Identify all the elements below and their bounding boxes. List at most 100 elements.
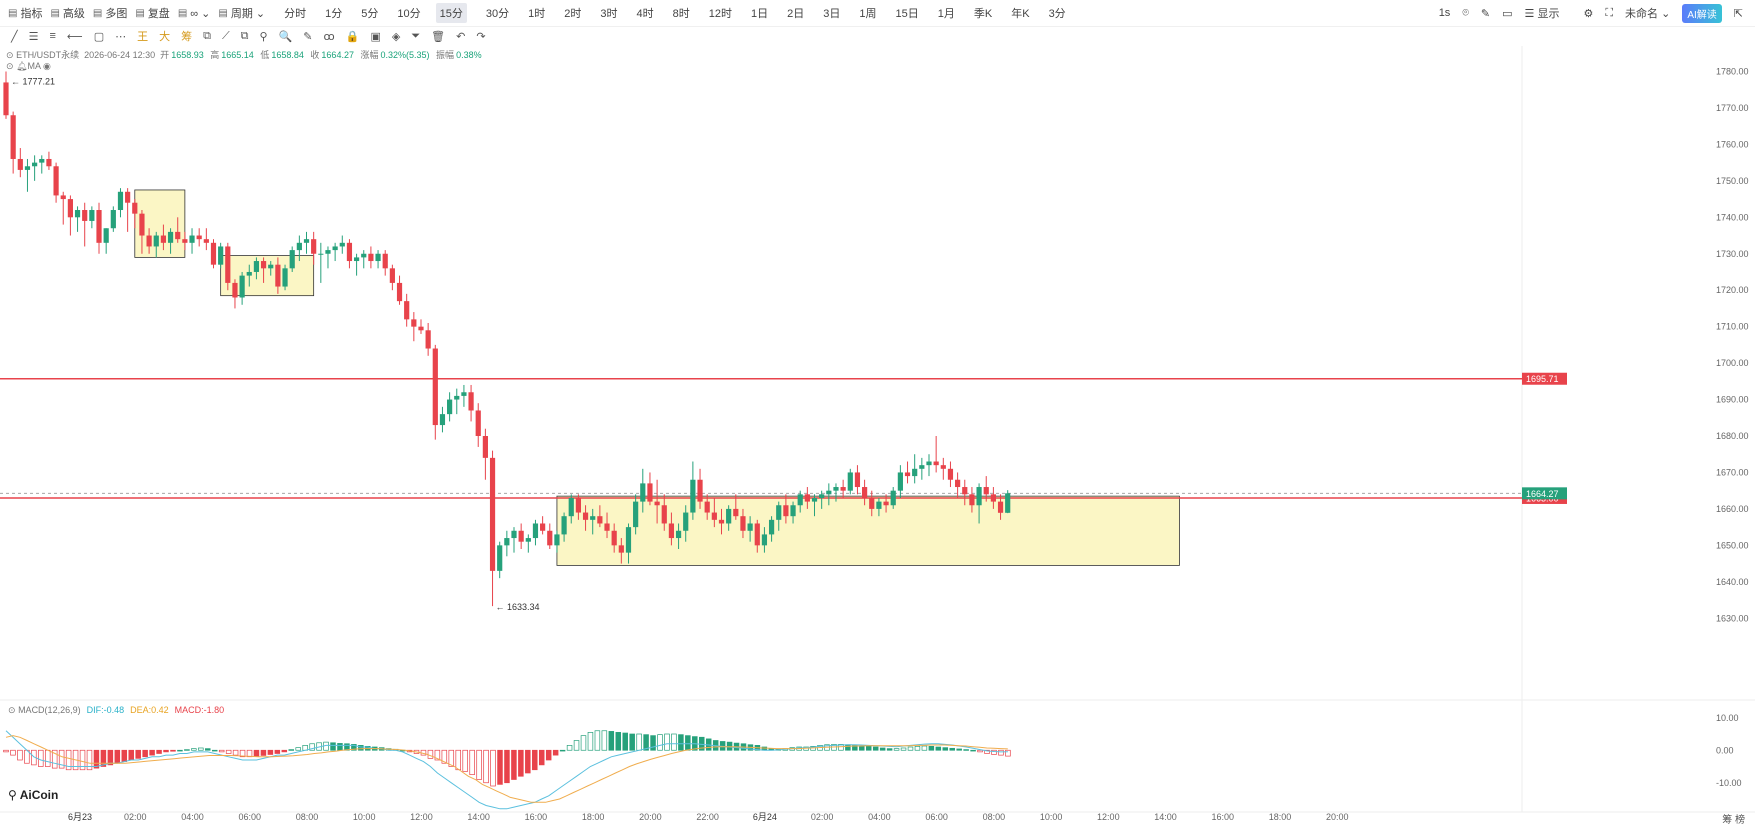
drawing-tool-17[interactable]: ▣ (370, 30, 381, 43)
macd-bar-47 (330, 742, 336, 751)
candle-59 (425, 323, 431, 356)
macd-settings-icon[interactable]: ⊙ (8, 705, 16, 715)
candle-57 (411, 312, 417, 342)
indicator-icon: ▤ (8, 7, 18, 19)
candle-body-122 (876, 501, 882, 509)
drawing-tool-2[interactable]: ≡ (49, 30, 56, 42)
timeframe-12[interactable]: 1日 (751, 8, 769, 20)
layout-icon[interactable]: ▭ (1502, 7, 1513, 20)
layout-name-dropdown[interactable]: 未命名 ⌄ (1625, 8, 1671, 20)
time-tick-3: 06:00 (238, 812, 261, 822)
price-tick-4: 1670.00 (1716, 467, 1749, 477)
timeframe-14[interactable]: 3日 (823, 8, 841, 20)
drawing-tool-21[interactable]: ↶ (456, 30, 466, 43)
drawing-tool-8[interactable]: 筹 (181, 31, 193, 43)
timeframe-20[interactable]: 3分 (1048, 8, 1066, 20)
timeframe-2[interactable]: 5分 (361, 8, 379, 20)
macd-bar-89 (622, 732, 628, 751)
timeframe-7[interactable]: 2时 (564, 8, 582, 20)
candle-body-131 (940, 465, 946, 469)
macd-bar-83 (580, 735, 587, 751)
drawing-tool-6[interactable]: 王 (137, 31, 149, 43)
timeframe-19[interactable]: 年K (1011, 8, 1030, 20)
candle-body-15 (110, 210, 116, 229)
advanced-button[interactable]: ▤ 高级 (50, 5, 84, 21)
time-tick-12: 6月24 (753, 812, 777, 822)
multi-chart-button[interactable]: ▤ 多图 (93, 5, 127, 21)
drawing-tool-20[interactable]: 🗑 (431, 30, 446, 43)
fullscreen-icon[interactable]: ⛶ (1605, 6, 1614, 19)
timeframe-3[interactable]: 10分 (397, 8, 421, 20)
candle-body-95 (683, 512, 689, 531)
symbol-name[interactable]: ETH/USDT永续 (16, 50, 80, 60)
macd-bar-139 (970, 749, 976, 752)
macd-bar-67 (469, 749, 475, 775)
timeframe-16[interactable]: 15日 (895, 8, 919, 20)
drawing-tool-22[interactable]: ↷ (476, 30, 486, 43)
timeframe-8[interactable]: 3时 (600, 8, 618, 20)
display-button[interactable]: ☰ 显示 (1524, 8, 1560, 20)
macd-bar-91 (636, 733, 642, 751)
macd-bar-44 (309, 743, 315, 751)
timeframe-9[interactable]: 4时 (636, 8, 654, 20)
timeframe-10[interactable]: 8时 (672, 8, 690, 20)
drawing-tool-4[interactable]: ▢ (93, 30, 105, 43)
ai-interpret-button[interactable]: AI解读 (1682, 3, 1722, 23)
macd-bar-69 (483, 749, 489, 784)
timeframe-4[interactable]: 15分 (435, 3, 467, 23)
candle-body-80 (575, 497, 581, 513)
replay-button[interactable]: ▤ 复盘 (135, 5, 169, 21)
candle-113 (811, 494, 818, 517)
macd-bar-82 (573, 740, 580, 751)
drawing-tool-12[interactable]: ⚲ (259, 30, 268, 43)
drawing-tool-19[interactable]: ⏷ (411, 29, 421, 42)
camera-icon[interactable]: ⌾ (1462, 6, 1469, 19)
eye-icon[interactable]: ◉ (43, 61, 51, 71)
interval-selector[interactable]: 1s (1438, 7, 1451, 19)
settings-icon[interactable]: ⚙ (1583, 7, 1594, 20)
timeframe-17[interactable]: 1月 (937, 8, 955, 20)
timeframe-5[interactable]: 30分 (485, 8, 510, 20)
drawing-tool-13[interactable]: 🔍 (278, 30, 293, 43)
drawing-tool-1[interactable]: ☰ (28, 30, 39, 43)
candle-body-140 (1005, 493, 1011, 513)
drawing-tool-9[interactable]: ⧉ (203, 29, 211, 42)
drawing-tool-16[interactable]: 🔒 (345, 30, 360, 43)
macd-bar-5 (38, 749, 44, 767)
drawing-tool-10[interactable]: ⟋ (221, 29, 230, 42)
indicator-button[interactable]: ▤ 指标 (8, 5, 42, 21)
drawing-tool-3[interactable]: ⟵ (66, 30, 83, 43)
collapse-icon[interactable]: ⊙ (6, 50, 14, 60)
drawing-tool-11[interactable]: ⧉ (240, 29, 249, 42)
timeframe-1[interactable]: 1分 (325, 8, 343, 20)
candle-138 (990, 487, 996, 509)
period-button[interactable]: ▤ 周期 ⌄ (218, 5, 265, 21)
timeframe-6[interactable]: 1时 (528, 8, 546, 20)
timeframe-0[interactable]: 分时 (284, 8, 307, 20)
candle-38 (275, 257, 281, 294)
infinity-button[interactable]: ▤ ∞ ⌄ (178, 7, 211, 20)
macd-bar-95 (664, 733, 670, 751)
price-tick-1: 1640.00 (1716, 577, 1749, 587)
candle-body-58 (418, 326, 424, 331)
button-label: 指标 (20, 8, 43, 20)
candle-body-2 (17, 158, 23, 170)
candle-122 (876, 497, 882, 517)
bell-icon: 🔔︎ (16, 61, 28, 71)
drawing-tool-14[interactable]: ✎ (303, 30, 313, 43)
share-icon[interactable]: ⇱ (1733, 7, 1743, 20)
timeframe-13[interactable]: 2日 (787, 8, 805, 20)
pen-icon[interactable]: ✎ (1480, 7, 1491, 20)
timeframe-18[interactable]: 季K (973, 8, 993, 20)
drawing-tool-0[interactable]: ╱ (11, 30, 18, 43)
drawing-tool-15[interactable]: ꝏ (323, 30, 335, 43)
drawing-tool-7[interactable]: 大 (159, 31, 171, 43)
timeframe-11[interactable]: 12时 (708, 8, 732, 20)
ma-indicator-label[interactable]: ⊙ 🔔︎MA ◉ (6, 61, 51, 71)
drawing-tool-5[interactable]: ⋯ (115, 30, 127, 43)
timeframe-15[interactable]: 1周 (859, 8, 877, 20)
candle-100 (718, 508, 725, 535)
drawing-tool-18[interactable]: ◈ (391, 30, 401, 43)
price-tick-0: 1630.00 (1716, 613, 1749, 623)
